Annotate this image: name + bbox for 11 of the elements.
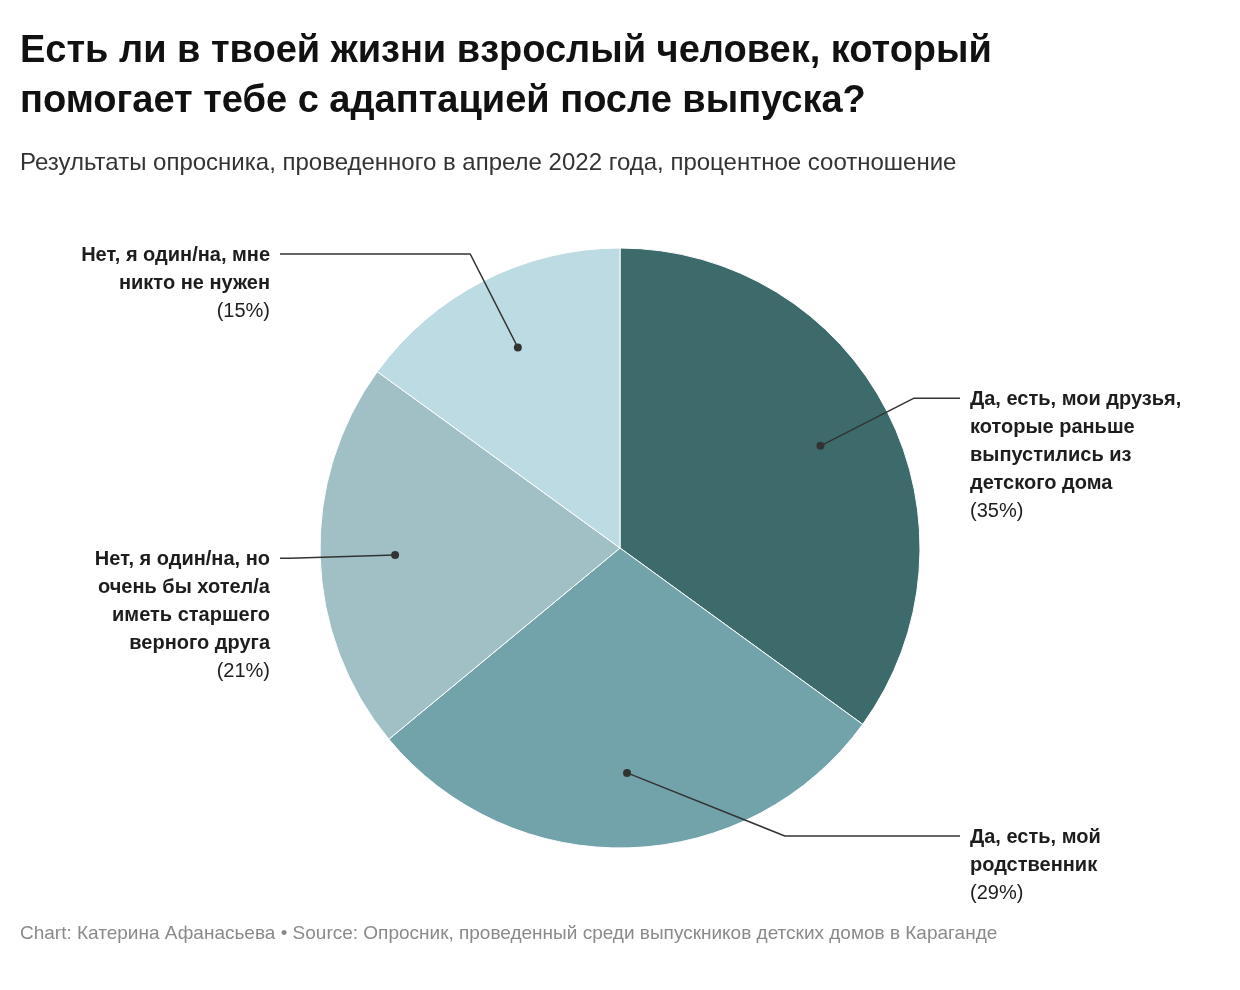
slice-label: Нет, я один/на, мне никто не нужен [81,242,270,293]
chart-subtitle: Результаты опросника, проведенного в апреле 2022 года, процентное соотношение [20,148,957,175]
data-label: (15%) [216,298,270,321]
slice-label: Да, есть, мои друзья, которые раньше выпустились из детского дома [970,387,1182,494]
slice-label: Да, есть, мой родственник [970,825,1101,875]
data-label: (21%) [216,659,270,682]
text: Chart: Катерина Афанасьева • Source: Опросник, проведенный среди выпускников детских домов в Караганде [20,922,998,943]
chart-title: Есть ли в твоей жизни взрослый человек, который помогает тебе с адаптацией после выпуска? [20,28,992,120]
data-label: (35%) [970,499,1024,522]
slice-label: Нет, я один/на, но очень бы хотел/а иметь старшего верного друга [94,547,271,654]
data-label: (29%) [970,881,1024,903]
